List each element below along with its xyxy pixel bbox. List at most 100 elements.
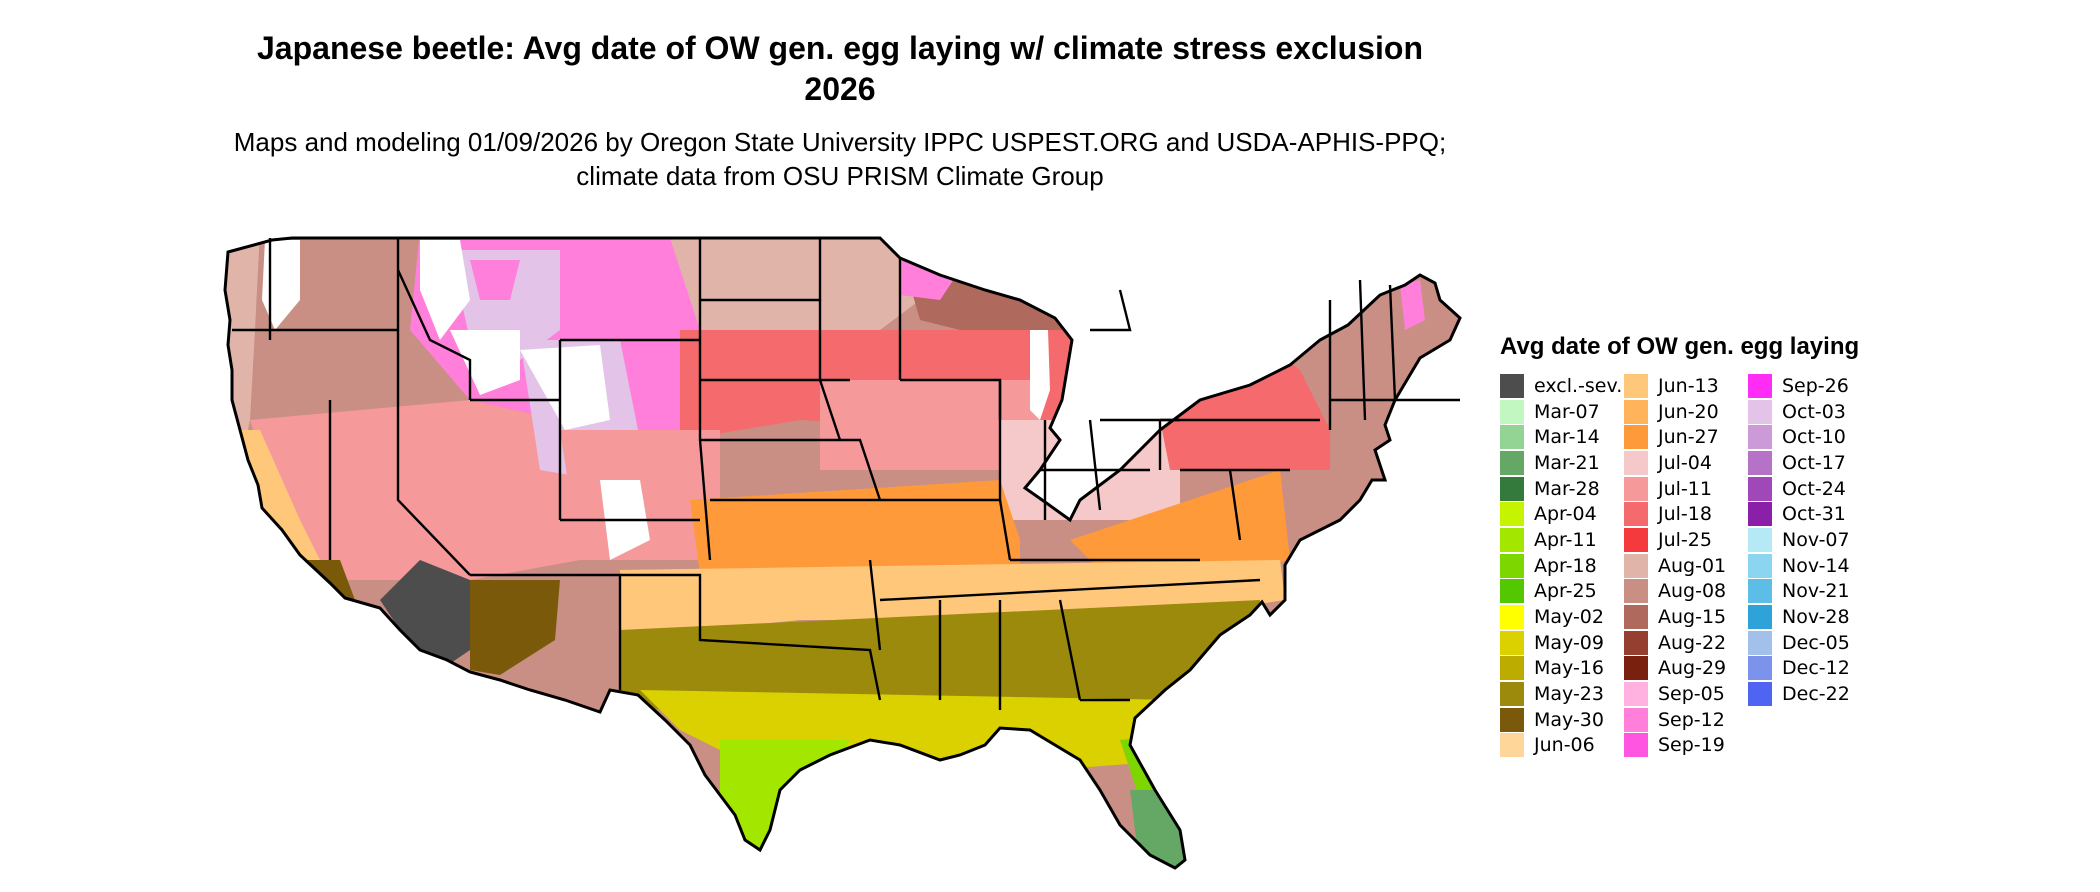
legend-label: Jun-06 xyxy=(1534,734,1595,757)
state-boundary xyxy=(1388,284,1397,401)
legend-item: Nov-14 xyxy=(1748,553,1872,579)
legend-item: Oct-31 xyxy=(1748,501,1872,527)
legend-swatch xyxy=(1500,502,1524,527)
legend-swatch xyxy=(1748,502,1772,527)
map-region-great-basin xyxy=(250,400,580,580)
legend-swatch xyxy=(1624,476,1648,501)
legend-item: May-23 xyxy=(1500,681,1624,707)
legend-swatch xyxy=(1624,682,1648,707)
legend-item: Sep-19 xyxy=(1624,733,1748,759)
legend-label: Oct-31 xyxy=(1782,503,1846,526)
legend-label: Mar-07 xyxy=(1534,400,1600,423)
legend-label: Aug-22 xyxy=(1658,631,1727,654)
legend-item: Mar-21 xyxy=(1500,450,1624,476)
legend-swatch xyxy=(1500,399,1524,424)
legend-label: Aug-15 xyxy=(1658,606,1727,629)
legend-swatch xyxy=(1500,656,1524,681)
legend-label: Aug-01 xyxy=(1658,554,1727,577)
legend-item: Jun-20 xyxy=(1624,399,1748,425)
legend: Avg date of OW gen. egg laying excl.-sev… xyxy=(1500,332,1872,758)
legend-label: Apr-04 xyxy=(1534,503,1597,526)
map-region-magenta-idaho xyxy=(470,260,520,300)
legend-label: Jun-27 xyxy=(1658,426,1719,449)
legend-swatch xyxy=(1624,605,1648,630)
map-region-white-wyoming xyxy=(520,345,610,430)
legend-swatch xyxy=(1624,579,1648,604)
legend-swatch xyxy=(1624,707,1648,732)
legend-item: Apr-11 xyxy=(1500,527,1624,553)
legend-label: Apr-18 xyxy=(1534,554,1597,577)
legend-label: Oct-24 xyxy=(1782,477,1846,500)
map-region-magenta-maine xyxy=(1400,280,1425,330)
legend-swatch xyxy=(1624,527,1648,552)
legend-label: Aug-08 xyxy=(1658,580,1727,603)
legend-label: Jun-13 xyxy=(1658,374,1719,397)
legend-item: Jul-04 xyxy=(1624,450,1748,476)
map-region-severe-exclusion-desert xyxy=(380,560,470,665)
legend-label: Mar-21 xyxy=(1534,451,1600,474)
legend-swatch xyxy=(1748,399,1772,424)
legend-swatch xyxy=(1748,450,1772,475)
legend-swatch xyxy=(1748,527,1772,552)
legend-label: May-09 xyxy=(1534,631,1604,654)
state-boundary xyxy=(1088,419,1102,511)
legend-item: Sep-05 xyxy=(1624,681,1748,707)
legend-label: May-02 xyxy=(1534,606,1604,629)
legend-label: Jun-20 xyxy=(1658,400,1719,423)
state-boundary xyxy=(1358,279,1367,421)
legend-swatch xyxy=(1624,733,1648,758)
legend-item: Dec-12 xyxy=(1748,656,1872,682)
map-region-southern-arizona-desert-edge-2 xyxy=(470,580,560,675)
state-boundary xyxy=(396,269,472,400)
legend-swatch xyxy=(1748,579,1772,604)
legend-item: Oct-24 xyxy=(1748,476,1872,502)
legend-label: Aug-29 xyxy=(1658,657,1727,680)
legend-swatch xyxy=(1500,733,1524,758)
legend-swatch xyxy=(1624,502,1648,527)
legend-label: Sep-05 xyxy=(1658,683,1725,706)
legend-swatch xyxy=(1748,682,1772,707)
legend-swatch xyxy=(1500,682,1524,707)
legend-item: Nov-07 xyxy=(1748,527,1872,553)
legend-swatch xyxy=(1500,450,1524,475)
legend-item: Jun-27 xyxy=(1624,424,1748,450)
legend-item: Aug-01 xyxy=(1624,553,1748,579)
legend-swatch xyxy=(1500,527,1524,552)
state-boundary xyxy=(1090,289,1132,332)
map-title: Japanese beetle: Avg date of OW gen. egg… xyxy=(257,30,1423,107)
legend-label: Nov-14 xyxy=(1782,554,1850,577)
legend-item: Dec-05 xyxy=(1748,630,1872,656)
legend-swatch xyxy=(1748,630,1772,655)
legend-label: Sep-12 xyxy=(1658,708,1725,731)
state-boundary xyxy=(396,238,471,576)
legend-swatch xyxy=(1748,425,1772,450)
legend-label: Dec-22 xyxy=(1782,683,1850,706)
legend-swatch xyxy=(1624,399,1648,424)
legend-swatch xyxy=(1748,605,1772,630)
legend-label: Jul-25 xyxy=(1658,528,1712,551)
legend-column: Jun-13 Jun-20 Jun-27 Jul-04 Jul-11 Jul-18 Jul-… xyxy=(1624,373,1748,758)
legend-label: Sep-19 xyxy=(1658,734,1725,757)
legend-item: Oct-03 xyxy=(1748,399,1872,425)
legend-item: May-09 xyxy=(1500,630,1624,656)
legend-column: Sep-26 Oct-03 Oct-10 Oct-17 Oct-24 Oct-31 Nov-… xyxy=(1748,373,1872,758)
legend-label: Jul-11 xyxy=(1658,477,1712,500)
legend-label: May-23 xyxy=(1534,683,1604,706)
legend-swatch xyxy=(1500,630,1524,655)
state-boundary xyxy=(700,438,882,501)
legend-item: Nov-21 xyxy=(1748,579,1872,605)
legend-label: Dec-12 xyxy=(1782,657,1850,680)
legend-item: Mar-28 xyxy=(1500,476,1624,502)
legend-item: Apr-25 xyxy=(1500,579,1624,605)
map-subtitle: Maps and modeling 01/09/2026 by Oregon S… xyxy=(233,127,1447,191)
legend-label: Oct-10 xyxy=(1782,426,1846,449)
legend-label: Jul-04 xyxy=(1658,451,1712,474)
legend-item: excl.-sev. xyxy=(1500,373,1624,399)
legend-item: Apr-04 xyxy=(1500,501,1624,527)
legend-label: Dec-05 xyxy=(1782,631,1850,654)
legend-item: Sep-26 xyxy=(1748,373,1872,399)
legend-label: Nov-28 xyxy=(1782,606,1850,629)
legend-swatch xyxy=(1748,656,1772,681)
legend-title: Avg date of OW gen. egg laying xyxy=(1500,333,1860,360)
map-region-white-cascades xyxy=(262,240,300,330)
